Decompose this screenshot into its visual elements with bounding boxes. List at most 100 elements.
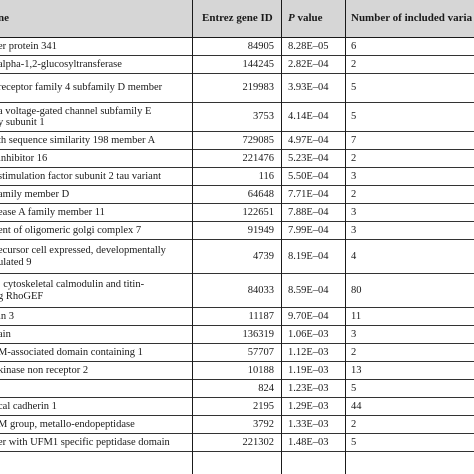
gene-name-cell-text: alpha-1,2-glucosyltransferase [0,58,122,70]
entrez-id-cell: 144245 [192,56,275,73]
p-value-cell: 8.28E–05 [288,38,344,55]
table-row: inhibitor 16 221476 5.23E–04 2 [0,150,474,168]
p-value-cell-text: 8.28E–05 [288,40,329,52]
p-value-cell-text: 8.19E–04 [288,250,329,262]
variant-count-cell: 2 [351,56,471,73]
gene-name-cell [0,380,190,397]
variant-count-cell: 2 [351,344,471,361]
p-value-cell: 9.70E–04 [288,308,344,325]
p-value-cell-text: 1.23E–03 [288,382,329,394]
table-row: er with UFM1 specific peptidase domain 22… [0,434,474,452]
p-value-cell-text: 1.19E–03 [288,364,329,376]
gene-name-cell: inhibitor 16 [0,150,190,167]
gene-name-cell: ecursor cell expressed, developmentally … [0,240,190,273]
entrez-id-cell: 729085 [192,132,275,149]
entrez-id-cell-text: 84033 [247,284,274,296]
variant-count-cell: 5 [351,434,471,451]
variant-count-cell: 5 [351,103,471,131]
p-value-cell: 7.88E–04 [288,204,344,221]
p-value-cell-text: 8.59E–04 [288,284,329,296]
variant-count-cell: 5 [351,380,471,397]
entrez-id-cell-text: 2195 [253,400,274,412]
header-p-value: P value [288,0,323,37]
table-row: amily member D 64648 7.71E–04 2 [0,186,474,204]
variant-count-cell: 5 [351,74,471,102]
p-value-cell: 1.12E–03 [288,344,344,361]
entrez-id-cell: 824 [192,380,274,397]
variant-count-cell-text: 2 [351,346,357,358]
gene-name-cell-text: stimulation factor subunit 2 tau variant [0,170,162,182]
p-value-cell-text: 1.12E–03 [288,346,329,358]
table-row: 824 1.23E–03 5 [0,380,474,398]
gene-name-cell: ain [0,326,190,343]
p-value-cell: 5.50E–04 [288,168,344,185]
variant-count-cell-text: 2 [351,152,357,164]
gene-name-cell: kinase non receptor 2 [0,362,190,379]
entrez-id-cell: 221476 [192,150,275,167]
gene-name-cell: M group, metallo-endopeptidase [0,416,190,433]
table-row: ent of oligomeric golgi complex 7 91949 7.… [0,222,474,240]
header-gene-name: ne [0,12,9,24]
p-value-cell-text: 1.06E–03 [288,328,329,340]
gene-name-cell-text: ent of oligomeric golgi complex 7 [0,224,142,236]
entrez-id-cell-text: 221302 [242,436,275,448]
gene-name-cell-text: inhibitor 16 [0,152,48,164]
gene-name-cell-text: kinase non receptor 2 [0,364,89,376]
entrez-id-cell: 2195 [192,398,274,415]
p-value-cell: 3.93E–04 [288,74,344,102]
p-value-cell: 4.97E–04 [288,132,344,149]
gene-name-cell: amily member D [0,186,190,203]
variant-count-cell-text: 5 [351,82,357,94]
entrez-id-cell: 84033 [192,274,274,307]
p-value-cell-text: 7.99E–04 [288,224,329,236]
variant-count-cell-text: 2 [351,58,357,70]
entrez-id-cell-text: 3792 [253,418,274,430]
table-row: receptor family 4 subfamily D member 2199… [0,74,474,103]
table-row: ease A family member 11 122651 7.88E–04 3 [0,204,474,222]
entrez-id-cell-text: 3753 [253,111,274,123]
variant-count-cell: 3 [351,222,471,239]
variant-count-cell-text: 5 [351,111,357,123]
p-value-cell-text: 1.33E–03 [288,418,329,430]
entrez-id-cell-text: 116 [258,170,274,182]
variant-count-cell: 11 [351,308,471,325]
entrez-id-cell: 10188 [192,362,274,379]
variant-count-cell-text: 6 [351,40,357,52]
variant-count-cell: 7 [351,132,471,149]
p-value-cell-text: 7.71E–04 [288,188,329,200]
entrez-id-cell: 3792 [192,416,274,433]
gene-name-cell-text: amily member D [0,188,70,200]
entrez-id-cell: 221302 [192,434,275,451]
variant-count-cell-text: 2 [351,188,357,200]
p-value-cell-text: 4.97E–04 [288,134,329,146]
variant-count-cell: 44 [351,398,471,415]
entrez-id-cell-text: 10188 [247,364,274,376]
table-row: in 3 11187 9.70E–04 11 [0,308,474,326]
variant-count-cell: 13 [351,362,471,379]
p-value-cell: 8.19E–04 [288,240,344,273]
entrez-id-cell: 219983 [192,74,275,102]
entrez-id-cell-text: 729085 [242,134,275,146]
entrez-id-cell: 91949 [192,222,274,239]
p-value-cell: 1.48E–03 [288,434,344,451]
table-row: alpha-1,2-glucosyltransferase 144245 2.82E… [0,56,474,74]
p-value-cell-text: 9.70E–04 [288,310,329,322]
table-header: ne Entrez gene ID P value Number of incl… [0,0,474,38]
p-value-cell-text: 3.93E–04 [288,82,329,94]
gene-name-cell: er protein 341 [0,38,190,55]
entrez-id-cell-text: 824 [258,382,274,394]
p-value-cell-text: 2.82E–04 [288,58,329,70]
p-value-cell-text: 1.48E–03 [288,436,329,448]
table-row: th sequence similarity 198 member A 72908… [0,132,474,150]
variant-count-cell: 3 [351,168,471,185]
table-row: ecursor cell expressed, developmentally … [0,240,474,274]
p-value-cell-text: 1.29E–03 [288,400,329,412]
p-value-cell-text: 5.23E–04 [288,152,329,164]
header-num-variants: Number of included varia [351,12,473,24]
table-row: M group, metallo-endopeptidase 3792 1.33E–… [0,416,474,434]
variant-count-cell: 2 [351,186,471,203]
entrez-id-cell-text: 64648 [247,188,274,200]
variant-count-cell-text: 11 [351,310,362,322]
entrez-id-cell-text: 136319 [242,328,275,340]
variant-count-cell-text: 44 [351,400,362,412]
